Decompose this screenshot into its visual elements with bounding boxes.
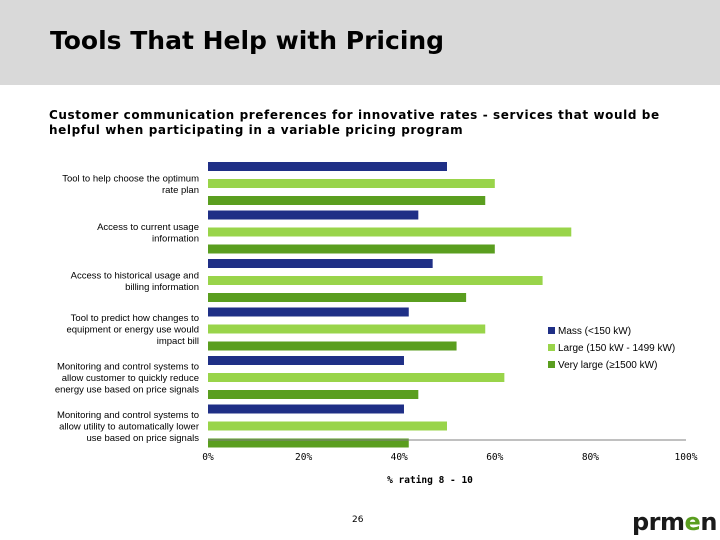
bar-2-series-2	[208, 227, 572, 237]
legend-label-3: Very large (≥1500 kW)	[558, 360, 657, 371]
bar-5-series-2	[208, 373, 505, 382]
bar-5-series-1	[208, 356, 404, 365]
category-label-2-line-1: Access to current usage	[97, 222, 199, 233]
x-axis-title: % rating 8 - 10	[387, 475, 473, 486]
category-label-5-line-2: allow customer to quickly reduce	[62, 373, 199, 384]
category-label-4-line-3: impact bill	[157, 336, 199, 347]
legend-label-2: Large (150 kW - 1499 kW)	[558, 343, 675, 354]
bar-5-series-3	[208, 390, 419, 399]
chart-subtitle: Customer communication preferences for i…	[49, 108, 660, 137]
category-label-1-line-1: Tool to help choose the optimum	[62, 173, 199, 184]
bar-6-series-3	[208, 438, 409, 448]
bar-4-series-1	[208, 307, 409, 317]
bar-3-series-1	[208, 259, 433, 268]
category-label-5-line-1: Monitoring and control systems to	[57, 362, 199, 373]
category-label-3-line-2: billing information	[125, 282, 199, 293]
bar-6-series-2	[208, 421, 447, 431]
category-label-2-line-2: information	[152, 233, 199, 244]
logo-text-accent: e	[684, 508, 701, 536]
bar-4-series-3	[208, 341, 457, 351]
bar-1-series-2	[208, 179, 495, 188]
x-tick-label-3: 40%	[391, 452, 408, 463]
bar-1-series-3	[208, 196, 486, 205]
bar-3-series-3	[208, 293, 467, 302]
category-label-4-line-2: equipment or energy use would	[66, 325, 199, 336]
bar-1-series-1	[208, 162, 447, 171]
legend-swatch-1	[548, 327, 555, 334]
bar-2-series-3	[208, 244, 495, 254]
logo-text-2: n	[700, 508, 717, 536]
page-number: 26	[352, 515, 364, 525]
legend-swatch-2	[548, 344, 555, 351]
logo-text-1: prm	[632, 508, 685, 536]
legend-label-1: Mass (<150 kW)	[558, 326, 631, 337]
category-label-3-line-1: Access to historical usage and	[71, 270, 199, 281]
x-tick-label-1: 0%	[202, 452, 214, 463]
category-label-6-line-3: use based on price signals	[87, 433, 200, 444]
category-label-6-line-1: Monitoring and control systems to	[57, 410, 199, 421]
bar-2-series-1	[208, 210, 419, 220]
x-tick-label-5: 80%	[582, 452, 599, 463]
category-label-6-line-2: allow utility to automatically lower	[59, 422, 199, 433]
prmen-logo: prmen	[632, 508, 717, 536]
bar-4-series-2	[208, 324, 486, 334]
legend-swatch-3	[548, 361, 555, 368]
category-label-1-line-2: rate plan	[162, 185, 199, 196]
category-label-4-line-1: Tool to predict how changes to	[71, 313, 199, 324]
bar-6-series-1	[208, 404, 404, 414]
x-tick-label-2: 20%	[295, 452, 312, 463]
slide-title: Tools That Help with Pricing	[50, 26, 445, 55]
bar-3-series-2	[208, 276, 543, 285]
title-band	[0, 0, 720, 85]
x-tick-label-4: 60%	[486, 452, 503, 463]
x-tick-label-6: 100%	[675, 452, 698, 463]
category-label-5-line-3: energy use based on price signals	[55, 385, 199, 396]
